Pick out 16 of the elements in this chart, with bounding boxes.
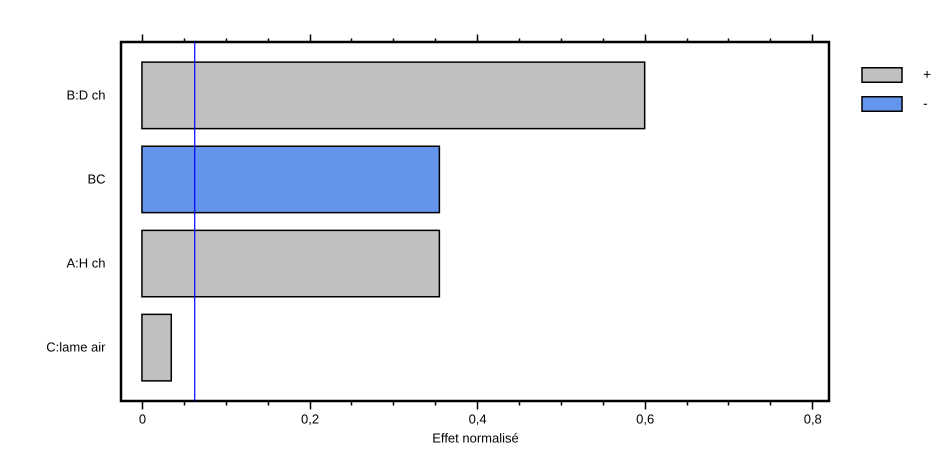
y-tick-label: A:H ch <box>66 256 106 271</box>
legend-label: - <box>923 95 928 111</box>
x-axis-title: Effet normalisé <box>432 430 519 446</box>
bar <box>141 314 172 382</box>
bar <box>141 230 440 298</box>
y-tick-label: C:lame air <box>46 340 106 355</box>
bar <box>141 146 440 214</box>
legend-label: + <box>923 66 932 82</box>
y-tick-label: B:D ch <box>66 87 106 102</box>
y-tick-label: BC <box>87 171 106 186</box>
x-tick-label: 0,6 <box>636 412 654 426</box>
x-tick-label: 0,2 <box>300 412 320 426</box>
bar <box>141 61 646 130</box>
x-tick-label: 0,4 <box>468 412 487 426</box>
x-tick-label: 0 <box>138 412 146 426</box>
x-tick-label: 0,8 <box>804 412 822 426</box>
